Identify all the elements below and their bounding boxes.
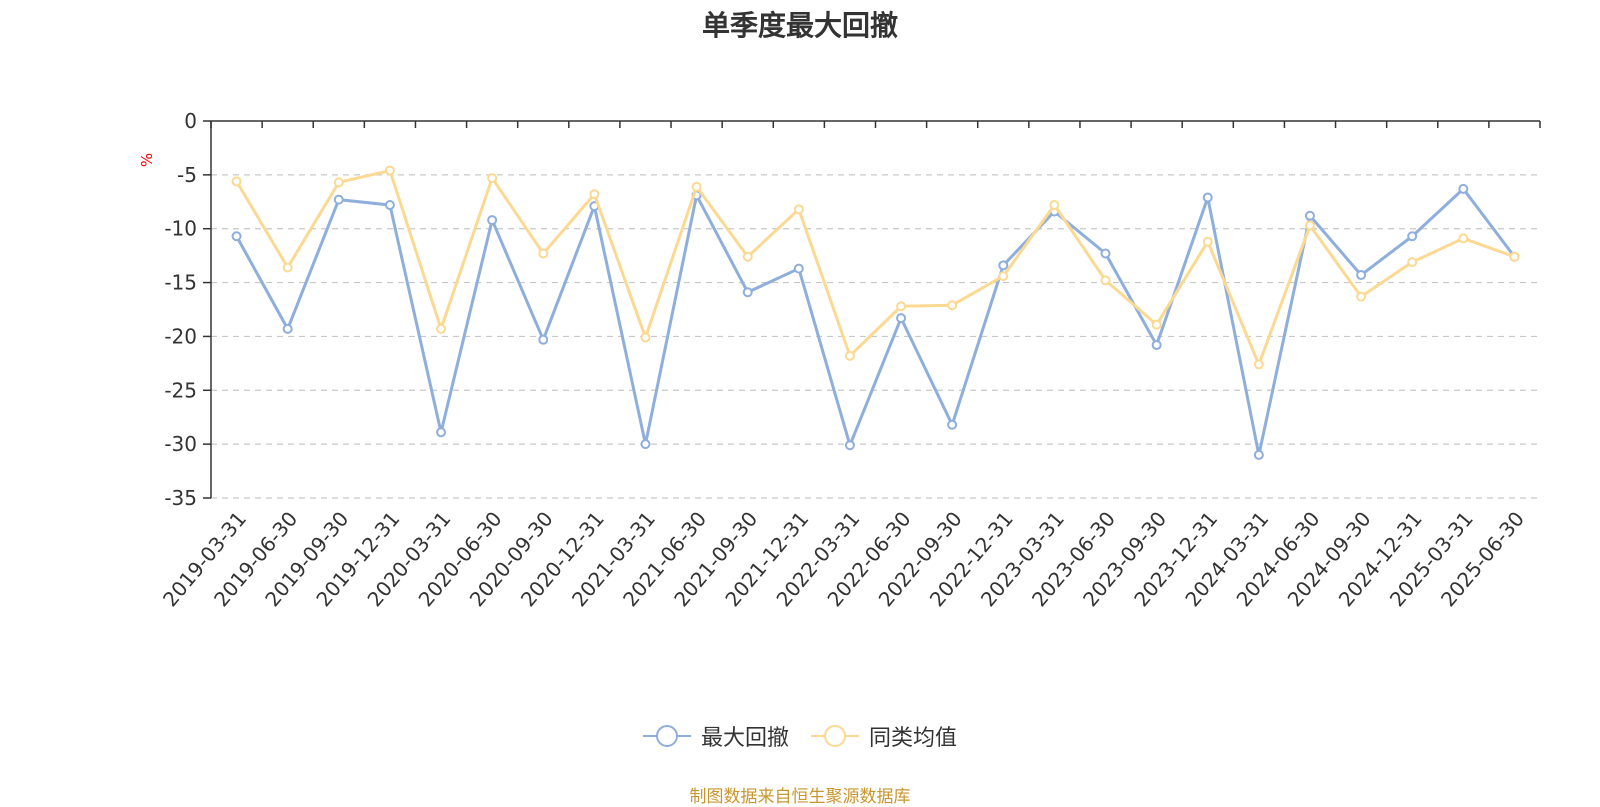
legend-line-circle-icon: [811, 725, 859, 747]
data-point: [282, 262, 293, 273]
series-1: [231, 183, 1520, 460]
data-point: [1100, 275, 1111, 286]
y-tick-label: 0: [184, 109, 197, 133]
data-point: [896, 301, 907, 312]
series-lines: [231, 165, 1520, 460]
data-point: [384, 165, 395, 176]
legend-item-2[interactable]: 同类均值: [811, 720, 957, 752]
series-line: [235, 169, 1515, 366]
data-point: [1356, 270, 1367, 281]
y-tick-label: -20: [164, 324, 197, 348]
data-point: [947, 300, 958, 311]
data-point: [1100, 248, 1111, 259]
y-tick-label: -30: [164, 432, 197, 456]
data-point: [538, 248, 549, 259]
data-point: [436, 323, 447, 334]
data-point: [1202, 236, 1213, 247]
data-point: [231, 176, 242, 187]
data-point: [742, 251, 753, 262]
data-point: [998, 271, 1009, 282]
data-point: [487, 215, 498, 226]
data-point: [1202, 192, 1213, 203]
data-point: [691, 181, 702, 192]
chart-title: 单季度最大回撤: [701, 9, 898, 42]
y-tick-label: -10: [164, 217, 197, 241]
legend-circle: [824, 725, 846, 747]
data-point: [793, 263, 804, 274]
legend-line-circle-icon: [642, 725, 691, 747]
y-tick-label: -5: [177, 163, 197, 187]
data-point: [1304, 210, 1315, 221]
data-point: [589, 189, 600, 200]
y-tick-label: -35: [164, 486, 197, 510]
source-note: 制图数据来自恒生聚源数据库: [689, 787, 911, 807]
data-point: [640, 332, 651, 343]
series-line: [235, 187, 1516, 457]
data-point: [384, 200, 395, 211]
data-point: [436, 427, 447, 438]
data-point: [844, 440, 855, 451]
data-point: [487, 173, 498, 184]
data-point: [1458, 183, 1469, 194]
data-point: [1151, 319, 1162, 330]
data-point: [1253, 359, 1264, 370]
data-point: [947, 419, 958, 430]
data-point: [793, 204, 804, 215]
data-point: [896, 313, 907, 324]
data-point: [742, 287, 753, 298]
y-tick-label: -15: [164, 271, 197, 295]
data-point: [282, 323, 293, 334]
data-point: [998, 260, 1009, 271]
data-point: [1509, 251, 1520, 262]
data-point: [1151, 340, 1162, 351]
legend-circle: [655, 725, 678, 747]
data-point: [1458, 233, 1469, 244]
legend-item-1[interactable]: 最大回撤: [642, 720, 789, 752]
data-point: [1253, 449, 1264, 460]
grid-lines: [211, 174, 1540, 499]
legend: 最大回撤 同类均值: [0, 720, 1600, 752]
line-chart: 0-5-10-15-20-25-30-352019-03-312019-06-3…: [138, 109, 1541, 611]
data-point: [538, 334, 549, 345]
data-point: [1304, 220, 1315, 231]
data-point: [333, 194, 344, 205]
series-2: [231, 165, 1520, 370]
data-point: [1407, 257, 1418, 268]
data-point: [640, 439, 651, 450]
data-point: [844, 350, 855, 361]
y-axis-unit-label: %: [138, 153, 156, 167]
legend-label: 最大回撤: [700, 726, 789, 751]
data-point: [1356, 291, 1367, 302]
y-tick-label: -25: [164, 378, 197, 402]
data-point: [1407, 231, 1418, 242]
data-point: [231, 231, 242, 242]
data-point: [333, 177, 344, 188]
legend-label: 同类均值: [869, 726, 958, 751]
data-point: [1049, 200, 1060, 211]
